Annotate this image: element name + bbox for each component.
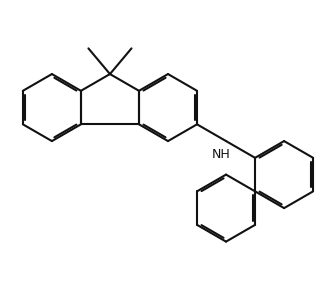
Text: NH: NH bbox=[212, 148, 230, 162]
